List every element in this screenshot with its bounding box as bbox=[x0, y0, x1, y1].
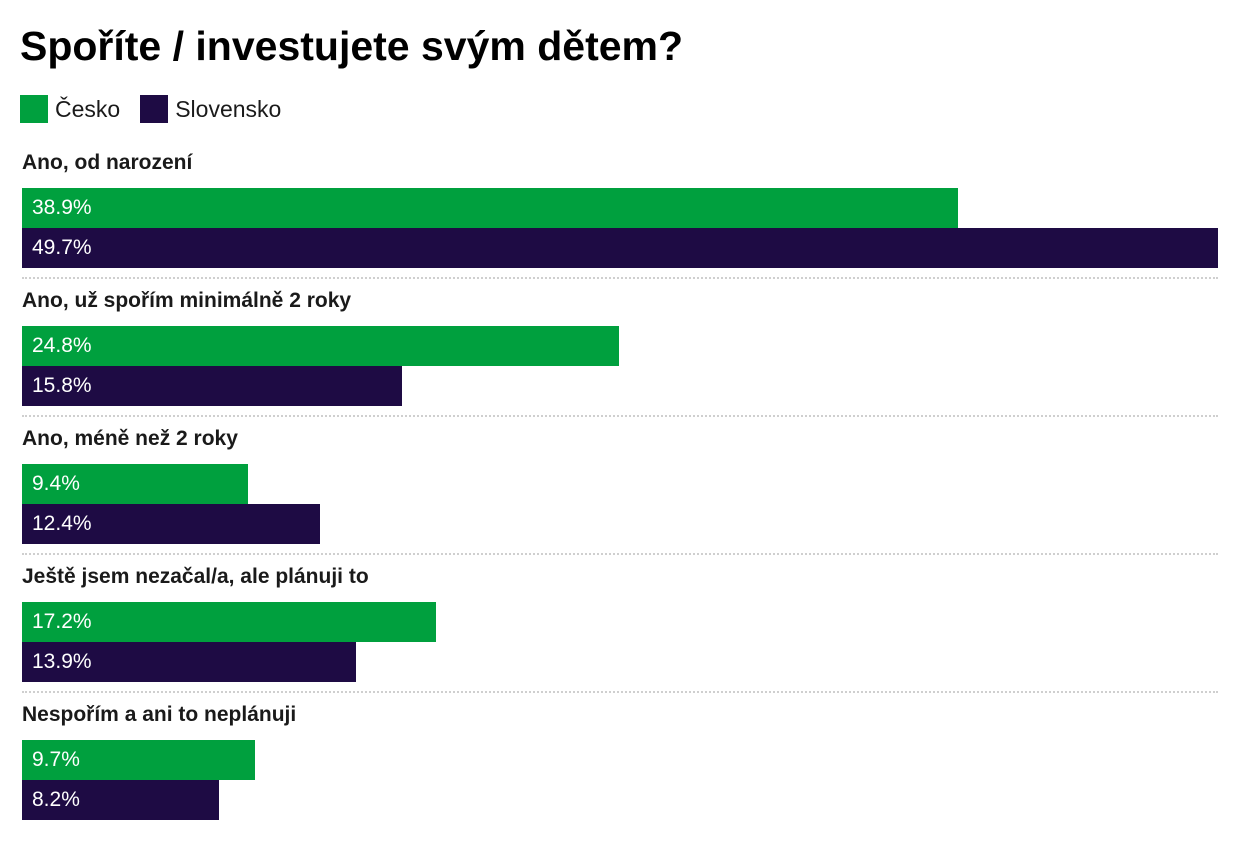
bar-cesko bbox=[22, 188, 958, 228]
category-divider bbox=[22, 277, 1218, 279]
bar-value-label: 15.8% bbox=[32, 374, 92, 397]
category-divider bbox=[22, 691, 1218, 693]
bar-value-label: 49.7% bbox=[32, 236, 92, 259]
bar-cesko bbox=[22, 602, 436, 642]
category-label: Nespořím a ani to neplánuji bbox=[22, 703, 297, 726]
legend-swatch-slovensko bbox=[140, 95, 169, 123]
legend-item-slovensko: Slovensko bbox=[140, 95, 281, 123]
bar-slovensko bbox=[22, 228, 1218, 268]
bar-value-label: 24.8% bbox=[32, 334, 92, 357]
legend-swatch-cesko bbox=[20, 95, 48, 123]
bar-slovensko bbox=[22, 642, 356, 682]
bar-slovensko bbox=[22, 504, 320, 544]
legend-label-cesko: Česko bbox=[55, 96, 121, 122]
bar-slovensko bbox=[22, 366, 402, 406]
bar-value-label: 8.2% bbox=[32, 788, 80, 811]
bar-value-label: 13.9% bbox=[32, 650, 92, 673]
category-label: Ano, méně než 2 roky bbox=[22, 427, 238, 450]
category-label: Ano, už spořím minimálně 2 roky bbox=[22, 289, 352, 312]
bar-value-label: 17.2% bbox=[32, 610, 92, 633]
bar-value-label: 12.4% bbox=[32, 512, 92, 535]
bar-value-label: 38.9% bbox=[32, 196, 92, 219]
bar-cesko bbox=[22, 464, 248, 504]
bar-value-label: 9.7% bbox=[32, 748, 80, 771]
legend-label-slovensko: Slovensko bbox=[175, 96, 282, 122]
category-label: Ještě jsem nezačal/a, ale plánuji to bbox=[22, 565, 369, 588]
legend: Česko Slovensko bbox=[20, 94, 301, 124]
category-divider bbox=[22, 553, 1218, 555]
bar-cesko bbox=[22, 740, 255, 780]
category-divider bbox=[22, 415, 1218, 417]
bar-value-label: 9.4% bbox=[32, 472, 80, 495]
bar-cesko bbox=[22, 326, 619, 366]
bar-slovensko bbox=[22, 780, 219, 820]
legend-item-cesko: Česko bbox=[20, 95, 120, 123]
category-label: Ano, od narození bbox=[22, 151, 193, 174]
chart-title: Spoříte / investujete svým dětem? bbox=[20, 23, 684, 69]
